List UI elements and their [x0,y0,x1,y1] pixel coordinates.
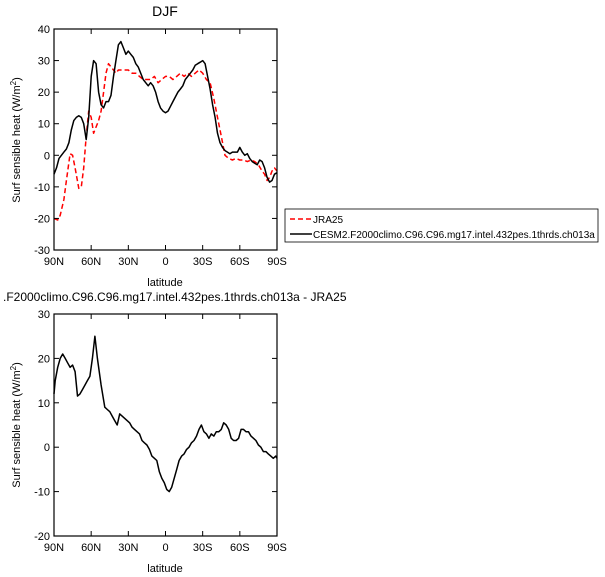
top-y-tick-label-6: 30 [38,56,50,68]
top-x-tick-label-3: 0 [162,256,168,268]
top-x-axis-label: latitude [147,277,182,289]
top-y-tick-label-0: -30 [34,245,50,257]
bottom-x-tick-label-5: 60S [230,542,250,554]
top-y-axis-label: Surf sensible heat (W/m2) [9,77,24,203]
top-plot-frame [53,28,278,251]
legend-label-jra25: JRA25 [313,215,343,226]
bottom-x-axis-label: latitude [147,563,182,575]
bottom-series-line-0 [53,335,278,493]
top-y-tick-label-3: 0 [44,150,50,162]
bottom-y-axis: -20 -10 0 10 20 30 [34,309,277,543]
bottom-series-layer [53,335,278,493]
legend-box [284,208,599,243]
top-x-tick-label-6: 90S [267,256,287,268]
bottom-x-tick-label-0: 90N [44,542,64,554]
bottom-y-axis-label: Surf sensible heat (W/m2) [9,362,24,488]
top-x-tick-label-4: 30S [193,256,213,268]
bottom-y-tick-label-5: 30 [38,309,50,321]
top-series-line-0 [53,62,278,221]
top-x-tick-label-0: 90N [44,256,64,268]
top-series-line-1 [53,40,278,183]
bottom-y-tick-label-0: -20 [34,531,50,543]
legend-label-cesm2: CESM2.F2000climo.C96.C96.mg17.intel.432p… [313,230,595,241]
bottom-x-tick-label-6: 90S [267,542,287,554]
top-y-tick-label-7: 40 [38,24,50,36]
bottom-y-tick-label-2: 0 [44,442,50,454]
top-x-tick-label-1: 60N [81,256,101,268]
top-y-tick-label-5: 20 [38,87,50,99]
top-y-tick-label-1: -20 [34,213,50,225]
top-x-tick-label-2: 30N [118,256,138,268]
top-y-axis: -30 -20 -10 0 10 20 30 40 [34,24,277,257]
bottom-plot-frame [53,313,278,537]
bottom-x-tick-label-3: 0 [162,542,168,554]
top-x-tick-label-5: 60S [230,256,250,268]
top-y-tick-label-2: -10 [34,182,50,194]
legend: JRA25 CESM2.F2000climo.C96.C96.mg17.inte… [284,208,599,243]
top-y-tick-label-4: 10 [38,119,50,131]
bottom-x-axis: 90N 60N 30N 0 30S 60S 90S [44,314,287,554]
top-x-axis: 90N 60N 30N 0 30S 60S 90S [44,29,287,268]
bottom-y-tick-label-4: 20 [38,353,50,365]
bottom-chart: .F2000climo.C96.C96.mg17.intel.432pes.1t… [3,290,347,575]
bottom-x-tick-label-1: 60N [81,542,101,554]
bottom-y-tick-label-3: 10 [38,398,50,410]
bottom-x-tick-label-4: 30S [193,542,213,554]
bottom-chart-title: .F2000climo.C96.C96.mg17.intel.432pes.1t… [3,290,347,304]
bottom-y-tick-label-1: -10 [34,487,50,499]
top-series-layer [53,40,278,221]
bottom-x-tick-label-2: 30N [118,542,138,554]
top-chart-title: DJF [152,3,178,19]
